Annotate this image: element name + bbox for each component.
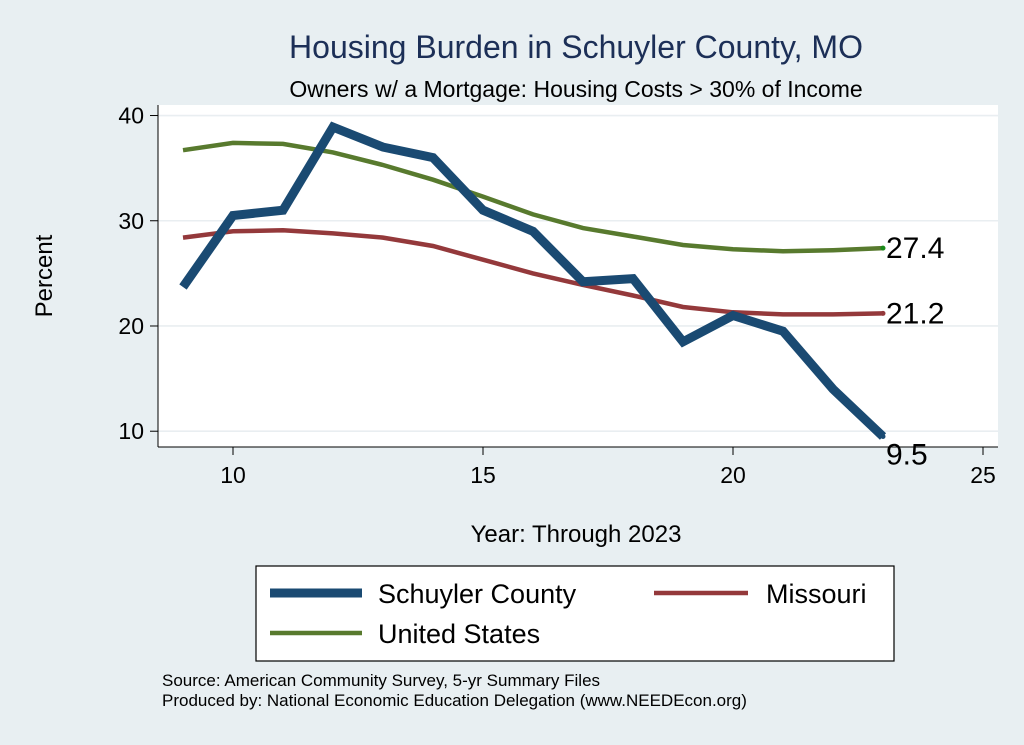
series-line-schuyler xyxy=(179,121,887,440)
y-tick-label-40: 40 xyxy=(118,103,144,129)
y-tick-label-20: 20 xyxy=(118,313,144,339)
end-marker-1 xyxy=(880,310,886,316)
series-line-us xyxy=(182,140,884,254)
y-tick-label-10: 10 xyxy=(118,418,144,444)
producer-note: Produced by: National Economic Education… xyxy=(162,691,747,710)
end-marker-2 xyxy=(880,245,886,251)
end-label-2: 27.4 xyxy=(886,232,944,265)
tick-labels: 10 20 30 40 10 15 20 25 xyxy=(118,103,995,488)
chart-subtitle: Owners w/ a Mortgage: Housing Costs > 30… xyxy=(289,76,862,102)
y-axis-title: Percent xyxy=(31,234,58,317)
end-labels: 27.4 21.2 9.5 xyxy=(886,232,944,471)
legend-label-us: United States xyxy=(378,619,540,649)
end-marker-0 xyxy=(880,433,886,439)
legend-label-schuyler: Schuyler County xyxy=(378,579,577,609)
x-tick-label-15: 15 xyxy=(470,462,496,488)
legend-box xyxy=(255,565,895,662)
end-label-1: 21.2 xyxy=(886,297,944,330)
series-lines xyxy=(179,121,887,440)
x-axis-title: Year: Through 2023 xyxy=(471,521,682,548)
x-tick-label-20: 20 xyxy=(720,462,746,488)
legend: Schuyler County Missouri United States xyxy=(255,565,895,662)
x-tick-label-10: 10 xyxy=(220,462,246,488)
source-note: Source: American Community Survey, 5-yr … xyxy=(162,671,600,690)
end-label-0: 9.5 xyxy=(886,438,928,471)
axes xyxy=(150,105,998,455)
x-tick-label-25: 25 xyxy=(970,462,996,488)
chart-title: Housing Burden in Schuyler County, MO xyxy=(289,29,863,65)
series-line-missouri xyxy=(182,227,884,317)
y-tick-label-30: 30 xyxy=(118,208,144,234)
gridlines xyxy=(158,114,998,433)
legend-label-missouri: Missouri xyxy=(766,579,867,609)
